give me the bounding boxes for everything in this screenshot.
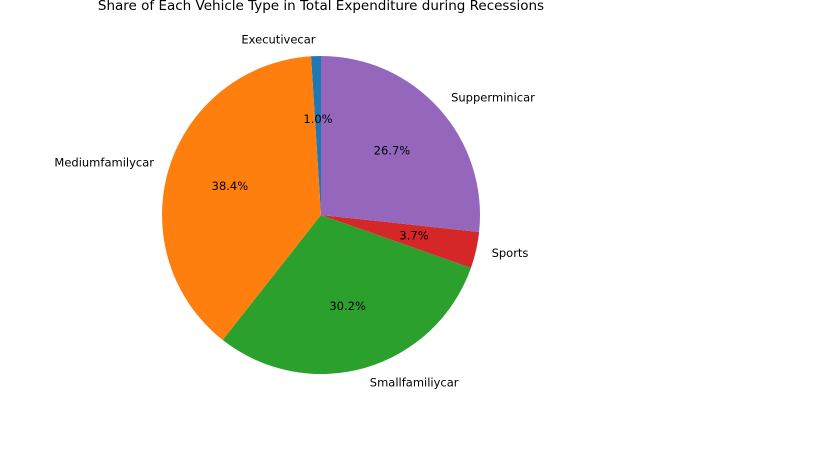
pie-slice-smallfamiliycar [222, 215, 471, 375]
pie-percentages: 1.0% 38.4% 30.2% 3.7% 26.7% [212, 112, 429, 313]
pie-slice-supperminicar [321, 56, 480, 232]
pie-label-supperminicar: Supperminicar [451, 91, 535, 105]
pie-label-smallfamiliycar: Smallfamiliycar [370, 375, 459, 389]
pie-slice-executivecar [311, 55, 321, 216]
pie-label-sports: Sports [492, 246, 529, 260]
pie-slice-sports [321, 215, 480, 268]
pie-labels: Executivecar Mediumfamilycar Smallfamiliyc… [54, 33, 535, 390]
pie-pct-supperminicar: 26.7% [374, 144, 411, 158]
pie-pct-executivecar: 1.0% [303, 112, 332, 126]
pie-pct-sports: 3.7% [399, 229, 428, 243]
pie-label-executivecar: Executivecar [241, 33, 315, 47]
pie-slice-mediumfamilycar [161, 56, 321, 341]
pie-slices [161, 55, 480, 375]
pie-pct-smallfamiliycar: 30.2% [329, 299, 366, 313]
pie-pct-mediumfamilycar: 38.4% [212, 179, 249, 193]
chart-title: Share of Each Vehicle Type in Total Expe… [98, 0, 544, 14]
pie-label-mediumfamilycar: Mediumfamilycar [54, 156, 154, 170]
